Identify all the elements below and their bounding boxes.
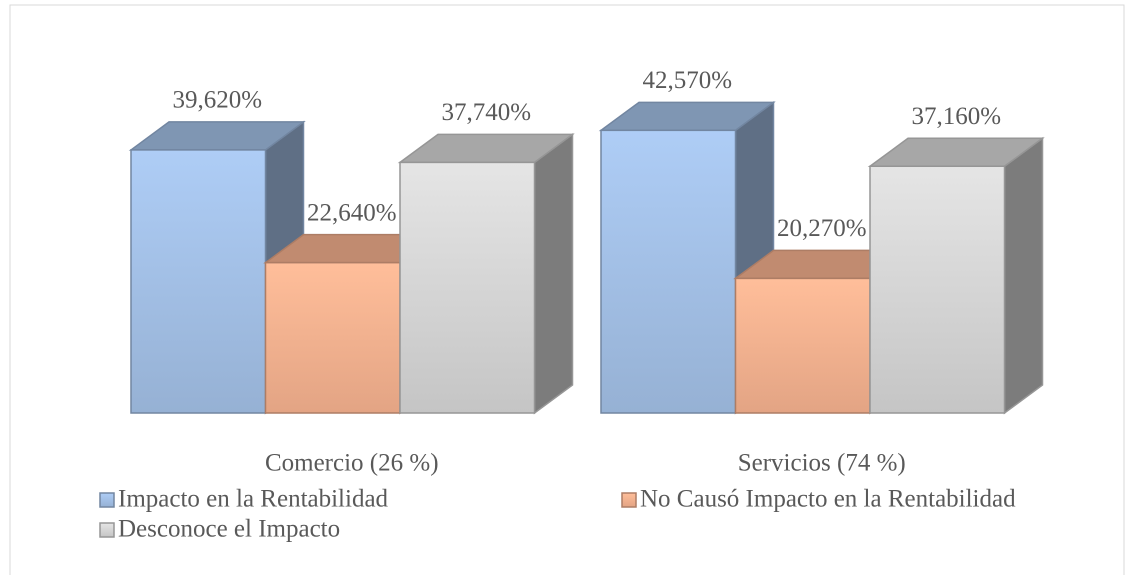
bar bbox=[130, 149, 267, 414]
legend-swatch bbox=[621, 492, 637, 508]
data-label: 37,740% bbox=[441, 99, 531, 126]
bar-side bbox=[1003, 136, 1044, 415]
legend-label: No Causó Impacto en la Rentabilidad bbox=[640, 486, 1016, 513]
x-tick-label: Comercio (26 %) bbox=[265, 450, 439, 477]
legend-label: Impacto en la Rentabilidad bbox=[118, 486, 389, 513]
bar bbox=[734, 277, 871, 414]
data-label: 42,570% bbox=[642, 67, 732, 94]
legend-label: Desconoce el Impacto bbox=[118, 516, 340, 543]
data-label: 22,640% bbox=[307, 199, 397, 226]
legend-swatch bbox=[99, 522, 115, 538]
bar bbox=[600, 129, 737, 414]
data-label: 20,270% bbox=[777, 215, 867, 242]
data-label: 37,160% bbox=[911, 103, 1001, 130]
bar bbox=[869, 165, 1006, 414]
bar bbox=[399, 161, 536, 414]
x-tick-label: Servicios (74 %) bbox=[738, 450, 906, 477]
bar bbox=[264, 261, 401, 414]
data-label: 39,620% bbox=[172, 87, 262, 114]
bar-side bbox=[533, 132, 574, 415]
legend-swatch bbox=[99, 492, 115, 508]
